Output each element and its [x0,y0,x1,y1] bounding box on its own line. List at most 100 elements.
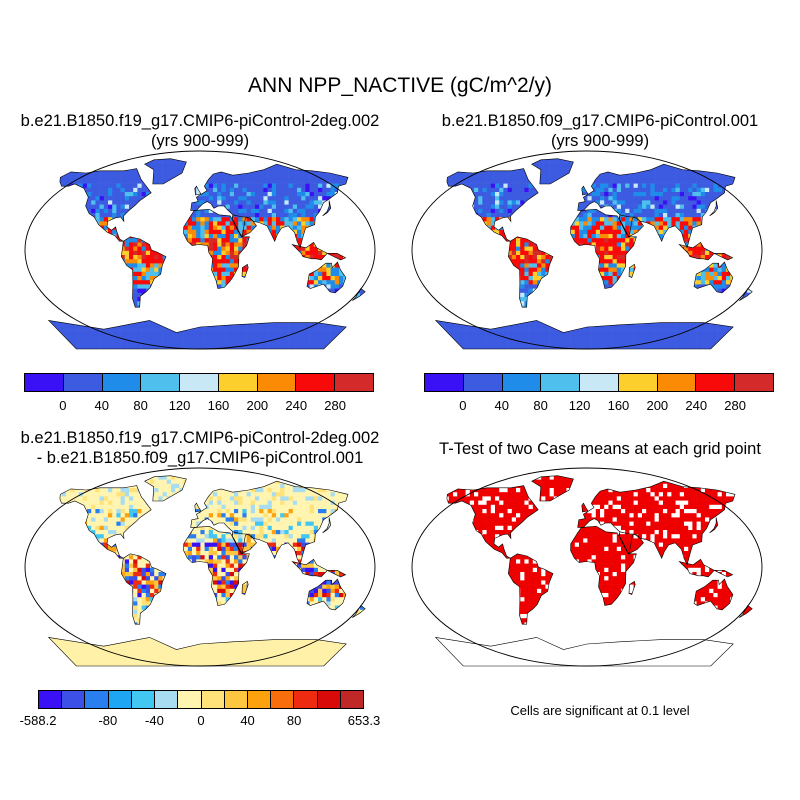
map-panel-4 [411,467,763,667]
colorbar-swatch [102,374,142,391]
coastline-arabia [231,214,257,238]
colorbar-tick-label: 160 [207,398,230,413]
colorbar-panel-1 [24,373,374,392]
colorbar-tick-label: 653.3 [347,713,381,728]
coastline-newZealand [739,288,753,301]
panel3-title: b.e21.B1850.f19_g17.CMIP6-piControl-2deg… [0,428,400,468]
colorbar-swatch [735,374,774,391]
colorbar-tick-label: 120 [168,398,191,413]
coastline-australia [306,578,347,611]
colorbar-tick-label: 0 [459,398,467,413]
map-panel-2 [411,150,763,350]
coastline-newZealand [739,605,753,618]
coastline-northAmerica [446,168,539,242]
colorbar-swatch [178,691,202,708]
colorbar-swatch [63,374,103,391]
panel2-title-line2: (yrs 900-999) [550,132,650,150]
coastline-northAmerica [59,168,152,242]
colorbar-tick-label: -588.2 [19,713,57,728]
panel2-title: b.e21.B1850.f09_g17.CMIP6-piControl.001 … [400,111,800,151]
colorbar-swatch [247,691,272,708]
coastline-indonesia [291,558,347,578]
colorbar-tick-label: -40 [145,713,164,728]
colorbar-tick-label: 240 [285,398,308,413]
coastline-madagascar [628,580,636,595]
colorbar-tick-label: 40 [240,713,255,728]
colorbar-swatch [294,691,318,708]
colorbar-swatch [224,691,248,708]
colorbar-tick-label: 80 [133,398,148,413]
coastline-japan [709,200,719,217]
panel2-title-line1: b.e21.B1850.f09_g17.CMIP6-piControl.001 [441,112,759,130]
colorbar-swatch [131,691,156,708]
colorbar-swatch [141,374,181,391]
coastline-africa [570,208,637,289]
coastline-antarctica [47,636,347,667]
map-panel-3 [24,467,376,667]
coastline-southAmerica [120,236,167,308]
globe-outline [24,467,376,667]
coastline-uk [194,185,202,196]
panel1-title-line1: b.e21.B1850.f19_g17.CMIP6-piControl-2deg… [20,112,380,130]
coastline-greenland [144,158,187,185]
colorbar-swatch [25,374,64,391]
coastline-australia [693,578,734,611]
panel3-title-line1: b.e21.B1850.f19_g17.CMIP6-piControl-2deg… [20,429,380,447]
coastline-greenland [144,475,187,502]
colorbar-tick-label: 80 [286,713,302,728]
globe-outline [411,467,763,667]
colorbar-swatch [257,374,297,391]
coastline-uk [194,502,202,513]
coastline-australia [693,261,734,294]
colorbar-swatch [502,374,542,391]
colorbar-swatch [657,374,697,391]
colorbar-tick-label: 40 [94,398,109,413]
coastline-uk [581,502,589,513]
coastline-madagascar [628,263,636,278]
coastline-indonesia [678,558,734,578]
panel4-title: T-Test of two Case means at each grid po… [400,439,800,459]
coastline-africa [570,525,637,606]
colorbar-tick-label: 200 [646,398,669,413]
panel3-title-line2: - b.e21.B1850.f09_g17.CMIP6-piControl.00… [36,449,364,467]
coastline-indonesia [678,241,734,261]
colorbar-swatch [317,691,341,708]
coastline-australia [306,261,347,294]
figure-title: ANN NPP_NACTIVE (gC/m^2/y) [248,74,552,97]
colorbar-swatch [155,691,179,708]
coastline-africa [183,525,250,606]
colorbar-swatch [218,374,258,391]
coastline-antarctica [47,319,347,350]
panel1-title-line2: (yrs 900-999) [150,132,250,150]
colorbar-swatch [463,374,503,391]
coastline-indonesia [291,241,347,261]
coastline-japan [322,517,332,534]
coastline-japan [322,200,332,217]
colorbar-swatch [541,374,581,391]
colorbar-difference [38,690,364,709]
coastline-southAmerica [507,236,554,308]
colorbar-tick-label: 80 [533,398,548,413]
colorbar-tick-label: 40 [494,398,509,413]
coastline-newZealand [352,605,366,618]
coastline-antarctica [434,636,734,667]
colorbar-swatch [39,691,63,708]
colorbar-swatch [335,374,374,391]
colorbar-panel-1-ticks: 0 40 80 120 160 200 240 280 [24,398,374,414]
coastline-newZealand [352,288,366,301]
colorbar-tick-label: 240 [685,398,708,413]
coastline-arabia [618,214,644,238]
colorbar-swatch [425,374,464,391]
colorbar-panel-2-ticks: 0 40 80 120 160 200 240 280 [424,398,774,414]
colorbar-swatch [180,374,219,391]
colorbar-swatch [696,374,736,391]
colorbar-tick-label: 280 [724,398,746,413]
globe-outline [411,150,763,350]
map-panel-1 [24,150,376,350]
colorbar-swatch [580,374,619,391]
colorbar-tick-label: 0 [197,713,205,728]
coastline-arabia [231,531,257,555]
panel4-title-line1: T-Test of two Case means at each grid po… [439,440,761,458]
colorbar-swatch [271,691,295,708]
ttest-significance-note: Cells are significant at 0.1 level [510,703,690,718]
